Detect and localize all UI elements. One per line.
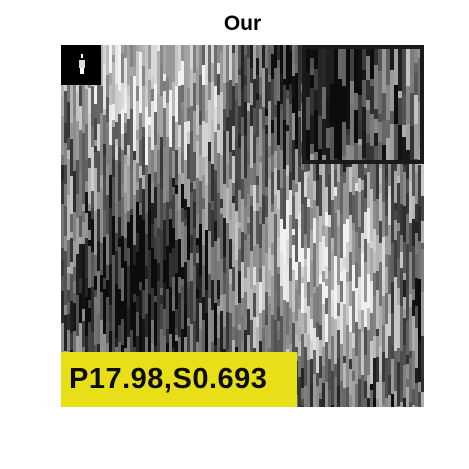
figure-title: Our <box>223 12 262 35</box>
thumbnail-icon <box>79 54 85 74</box>
zoom-inset <box>302 45 424 164</box>
corner-thumbnail <box>61 45 101 85</box>
zoom-inset-image <box>306 49 420 160</box>
metric-label: P17.98,S0.693 <box>69 363 268 395</box>
metric-label-box: P17.98,S0.693 <box>61 352 297 407</box>
